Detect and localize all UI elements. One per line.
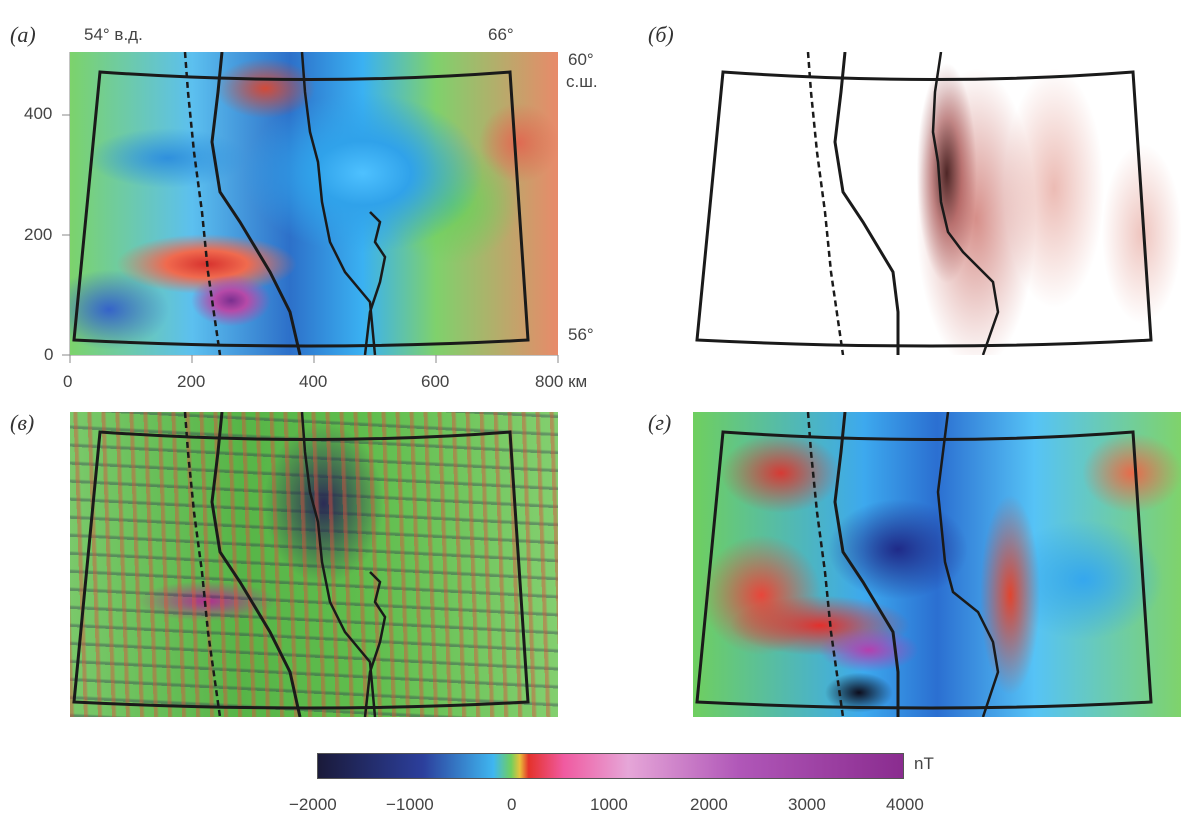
magnetic-anomaly-map-d: [693, 412, 1181, 717]
colorbar-gradient: [318, 754, 903, 778]
colorbar: [317, 753, 904, 779]
x-tick-600: 600: [421, 372, 450, 391]
colorbar-tick-4000: 4000: [886, 795, 924, 814]
magnetic-anomaly-map-b: [693, 52, 1181, 355]
x-tick-800: 800 км: [535, 372, 588, 391]
map-overlay-c: [72, 412, 530, 717]
magnetic-anomaly-map-a: [70, 52, 558, 355]
x-tick-0: 0: [63, 372, 73, 391]
map-overlay-a: [72, 52, 530, 355]
colorbar-tick--2000: −2000: [289, 795, 337, 814]
colorbar-unit: nT: [914, 754, 934, 773]
lat-label-south: 56°: [568, 325, 594, 344]
colorbar-tick--1000: −1000: [386, 795, 434, 814]
panel-label-d: (г): [648, 410, 672, 435]
y-tick-0: 0: [44, 345, 54, 364]
panel-label-c: (в): [10, 410, 35, 435]
colorbar-tick-2000: 2000: [690, 795, 728, 814]
colorbar-tick-0: 0: [507, 795, 517, 814]
lat-label-north: 60°: [568, 50, 594, 69]
map-overlay-b: [695, 52, 1153, 355]
lat-label-north-unit: с.ш.: [566, 72, 598, 91]
colorbar-tick-3000: 3000: [788, 795, 826, 814]
colorbar-tick-1000: 1000: [590, 795, 628, 814]
panel-label-a: (а): [10, 22, 36, 47]
lon-label-east: 66°: [488, 25, 514, 44]
panel-label-b: (б): [648, 22, 674, 47]
y-tick-200: 200: [24, 225, 53, 244]
map-overlay-d: [695, 412, 1153, 717]
magnetic-anomaly-map-c: [70, 412, 558, 717]
x-tick-200: 200: [177, 372, 206, 391]
y-tick-400: 400: [24, 104, 53, 123]
x-tick-400: 400: [299, 372, 328, 391]
lon-label-west: 54° в.д.: [84, 25, 143, 44]
